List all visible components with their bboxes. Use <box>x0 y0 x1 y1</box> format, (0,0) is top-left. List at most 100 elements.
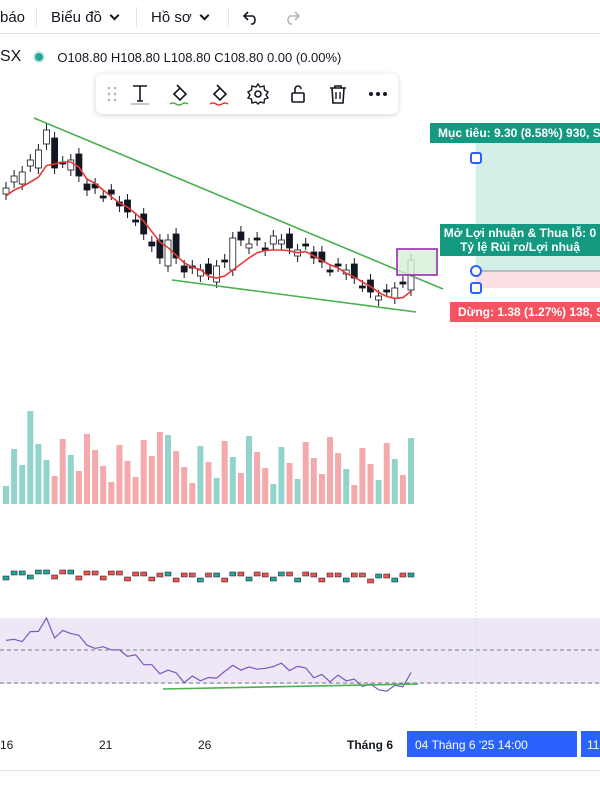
oscillator-bar <box>116 570 123 576</box>
oscillator-bar <box>156 572 164 578</box>
candle <box>334 263 342 267</box>
volume-bar <box>165 435 171 504</box>
oscillator-bar <box>334 572 342 578</box>
candle <box>391 287 399 299</box>
volume-bar <box>124 461 131 504</box>
trendline-upper[interactable] <box>33 117 444 290</box>
time-axis[interactable]: 16 21 26 Tháng 6 <box>0 730 600 760</box>
oscillator-bar <box>375 573 382 579</box>
oscillator-bar <box>124 576 131 582</box>
volume-bar <box>383 443 390 504</box>
volume-bar <box>173 451 180 504</box>
undo-button[interactable] <box>242 0 260 34</box>
volume-bar <box>294 479 301 504</box>
target-handle[interactable] <box>470 152 482 164</box>
oscillator-bar <box>270 576 277 582</box>
candle <box>180 265 188 273</box>
toolbar-divider <box>228 7 229 27</box>
volume-bar <box>278 447 285 504</box>
stop-handle[interactable] <box>470 282 482 294</box>
volume-bar <box>367 464 374 504</box>
candle <box>83 183 91 191</box>
volume-bar <box>205 462 212 504</box>
volume-bar <box>84 434 90 504</box>
oscillator-bar <box>164 571 172 577</box>
rsi-divergence-line[interactable] <box>162 683 419 690</box>
oscillator-bar <box>286 571 293 577</box>
selection-rectangle[interactable] <box>396 248 438 276</box>
menu-profile[interactable]: Hồ sơ <box>151 0 210 34</box>
candle <box>132 219 140 223</box>
volume-bar <box>19 465 26 504</box>
candle <box>164 239 172 267</box>
oscillator-bar <box>108 570 115 576</box>
redo-button[interactable] <box>283 0 301 34</box>
volume-bar <box>391 459 398 504</box>
oscillator-bar <box>180 572 188 578</box>
oscillator-bar <box>253 571 261 577</box>
candle <box>253 237 261 241</box>
candle <box>51 137 58 169</box>
candle <box>18 171 26 185</box>
oscillator-bar <box>27 574 34 580</box>
stop-label[interactable]: Dừng: 1.38 (1.27%) 138, S <box>450 302 600 322</box>
volume-bar <box>116 445 123 504</box>
candle <box>35 149 42 169</box>
volume-bar <box>229 457 236 504</box>
oscillator-bar <box>140 571 147 577</box>
candle <box>229 237 237 271</box>
chart-canvas[interactable] <box>0 0 600 730</box>
oscillator-bar <box>367 578 374 584</box>
more-icon[interactable] <box>366 82 390 106</box>
oscillator-bar <box>213 572 220 578</box>
volume-bar <box>43 460 50 504</box>
candle <box>205 263 212 275</box>
oscillator-bar <box>43 569 50 575</box>
drag-handle-icon[interactable] <box>100 82 124 106</box>
trendline-lower[interactable] <box>171 279 417 313</box>
lock-icon[interactable] <box>286 82 310 106</box>
oscillator-bar <box>391 577 399 583</box>
symbol-name[interactable]: SX <box>0 48 22 65</box>
menu-report[interactable]: báo <box>0 8 26 26</box>
volume-bar <box>75 471 82 504</box>
open-pnl-label[interactable]: Mở Lợi nhuận & Thua lỗ: 0 Tỷ lệ Rủi ro/L… <box>440 224 600 256</box>
oscillator-bar <box>383 573 390 579</box>
candle <box>245 243 253 249</box>
oscillator-bar <box>237 571 245 577</box>
line-color-icon[interactable] <box>208 82 232 106</box>
volume-bar <box>343 469 350 504</box>
volume-bar <box>286 463 293 504</box>
delete-icon[interactable] <box>326 82 350 106</box>
candle <box>383 289 391 293</box>
position-loss-zone[interactable] <box>476 271 600 288</box>
volume-bar <box>148 456 155 504</box>
oscillator-bar <box>2 575 10 581</box>
candle <box>221 259 229 263</box>
volume-bar <box>67 455 74 504</box>
volume-bar <box>156 432 163 504</box>
oscillator-bar <box>310 572 318 578</box>
entry-handle[interactable] <box>470 265 482 277</box>
volume-bar <box>100 466 107 504</box>
menu-chart-type[interactable]: Biểu đồ <box>51 0 120 34</box>
volume-bar <box>51 476 58 504</box>
target-label[interactable]: Mục tiêu: 9.30 (8.58%) 930, S <box>430 123 600 143</box>
candle <box>10 175 18 183</box>
volume-bar <box>213 478 220 504</box>
fill-color-icon[interactable] <box>168 82 192 106</box>
volume-bar <box>35 444 42 504</box>
moving-average-line <box>5 161 412 300</box>
market-status-icon <box>33 51 46 63</box>
oscillator-bar <box>51 574 58 580</box>
text-icon[interactable] <box>128 82 152 106</box>
volume-bar <box>59 439 66 504</box>
oscillator-bar <box>326 572 334 578</box>
candle <box>375 295 383 301</box>
risk-reward-line: Tỷ lệ Rủi ro/Lợi nhuậ <box>460 240 580 254</box>
candle <box>156 239 164 259</box>
volume-bar <box>132 477 139 504</box>
volume-bar <box>3 486 9 504</box>
volume-bar <box>408 438 414 504</box>
settings-icon[interactable] <box>246 82 270 106</box>
